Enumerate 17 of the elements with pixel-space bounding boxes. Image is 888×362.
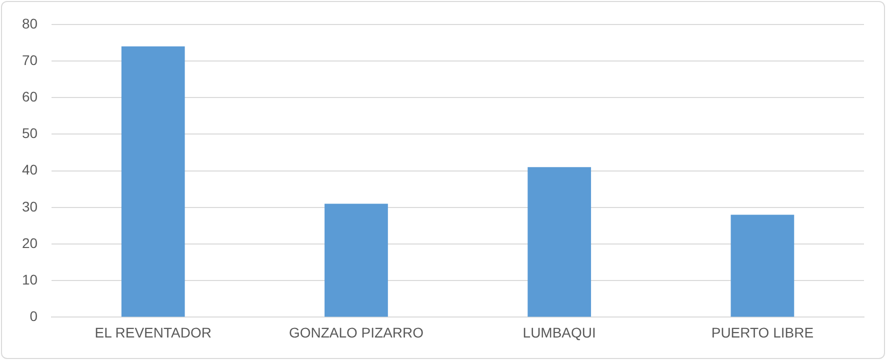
y-tick-label: 70: [22, 52, 38, 68]
x-tick-label: EL REVENTADOR: [94, 324, 212, 340]
y-tick-label: 50: [22, 125, 38, 142]
x-tick-label: LUMBAQUI: [522, 324, 596, 340]
y-tick-label: 10: [22, 271, 38, 288]
y-tick-label: 0: [30, 308, 38, 324]
bar: [528, 167, 592, 317]
y-tick-label: 80: [22, 15, 38, 32]
y-tick-label: 20: [22, 234, 38, 251]
y-tick-label: 40: [22, 162, 38, 178]
bar: [121, 46, 185, 317]
bar: [730, 214, 794, 317]
bar: [324, 204, 388, 317]
x-tick-label: GONZALO PIZARRO: [288, 324, 424, 340]
x-tick-label: PUERTO LIBRE: [711, 324, 814, 340]
y-tick-label: 60: [22, 88, 38, 104]
y-tick-label: 30: [22, 198, 38, 214]
